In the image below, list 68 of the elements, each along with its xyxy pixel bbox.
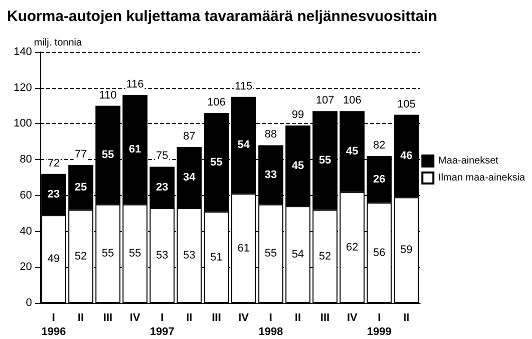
y-tick-label: 60	[20, 189, 32, 202]
data-label: 55	[102, 248, 114, 260]
x-tick-label: III	[103, 312, 112, 324]
total-label: 88	[264, 128, 277, 141]
x-tick-label: I 1998	[258, 312, 283, 338]
total-label: 110	[99, 89, 117, 102]
data-label: 45	[346, 146, 358, 158]
data-label: 55	[128, 248, 142, 260]
total-label: 115	[234, 80, 252, 92]
data-label: 56	[373, 246, 386, 259]
data-label: 52	[318, 250, 332, 262]
data-label: 61	[237, 242, 250, 254]
x-tick-label: III	[320, 312, 330, 324]
data-label: 53	[183, 249, 196, 262]
data-label: 54	[237, 139, 251, 152]
legend-label: Ilman maa-aineksia	[438, 172, 526, 184]
total-label: 106	[207, 96, 226, 108]
total-label: 99	[292, 109, 304, 122]
y-tick-label: 0	[26, 297, 32, 309]
data-label: 26	[373, 173, 386, 186]
y-tick-label: 20	[20, 261, 32, 274]
chart-title: Kuorma-autojen kuljettama tavaramäärä neljännesvuosittain	[7, 8, 438, 25]
x-tick-label: II	[403, 312, 410, 324]
data-label: 59	[400, 244, 413, 256]
total-label: 82	[373, 139, 386, 152]
x-tick-label: I 1999	[367, 312, 392, 338]
data-label: 23	[47, 188, 60, 201]
x-tick-label: IV	[130, 312, 141, 324]
data-label: 25	[74, 181, 87, 194]
data-label: 55	[318, 154, 332, 166]
x-tick-label: IV	[346, 312, 358, 324]
total-label: 106	[342, 94, 362, 107]
total-label: 87	[183, 130, 196, 143]
data-label: 46	[400, 150, 413, 162]
y-tick-label: 40	[20, 225, 32, 238]
total-label: 77	[74, 148, 87, 160]
total-label: 107	[316, 94, 334, 107]
data-label: 55	[102, 149, 114, 162]
x-tick-label: III	[212, 312, 222, 324]
x-tick-label: II	[294, 312, 301, 324]
data-label: 62	[346, 241, 358, 254]
total-label: 75	[156, 150, 168, 162]
data-label: 23	[156, 181, 168, 194]
total-label: 72	[47, 157, 60, 170]
y-tick-label: 120	[14, 82, 32, 94]
total-label: 105	[397, 98, 416, 110]
data-label: 55	[264, 248, 277, 260]
x-tick-label: IV	[238, 312, 250, 324]
data-label: 53	[156, 249, 168, 262]
x-tick-label: II	[186, 312, 192, 324]
data-label: 51	[210, 251, 223, 264]
x-tick-label: I 1996	[41, 312, 66, 338]
y-tick-label: 80	[20, 154, 32, 166]
total-label: 116	[126, 78, 144, 91]
y-tick-label: 100	[14, 118, 32, 130]
data-label: 55	[210, 156, 223, 168]
x-tick-label: II	[78, 312, 84, 324]
x-tick-label: I 1997	[150, 312, 174, 338]
data-label: 34	[183, 172, 196, 184]
data-label: 33	[264, 168, 277, 181]
legend-label: Maa-ainekset	[438, 156, 499, 166]
y-axis-title: milj. tonnia	[34, 38, 82, 48]
data-label: 54	[292, 248, 304, 261]
data-label: 49	[47, 253, 60, 266]
data-label: 45	[292, 160, 304, 172]
data-label: 52	[74, 250, 87, 262]
y-tick-label: 140	[14, 46, 32, 58]
data-label: 61	[128, 144, 142, 156]
